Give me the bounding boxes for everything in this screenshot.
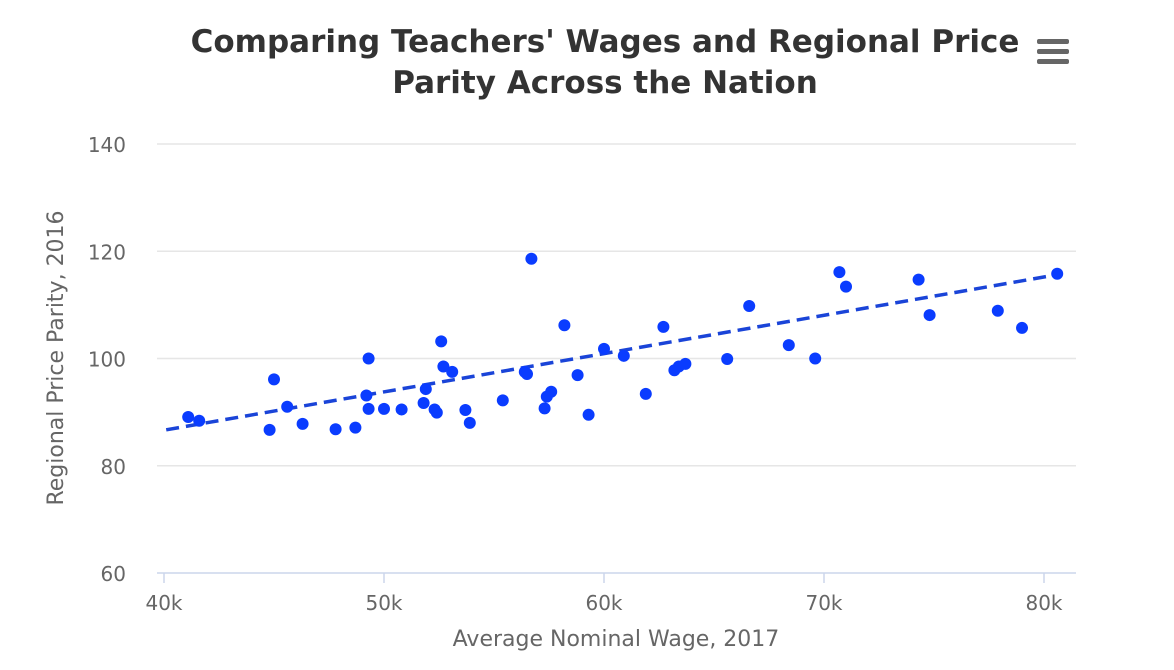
data-point[interactable] [360, 389, 373, 402]
data-point[interactable] [833, 266, 846, 279]
data-point[interactable] [268, 373, 280, 386]
data-point[interactable] [558, 319, 571, 332]
data-point[interactable] [657, 320, 670, 333]
data-point[interactable] [617, 349, 630, 362]
data-point[interactable] [912, 273, 925, 286]
data-point[interactable] [362, 352, 375, 365]
data-point[interactable] [446, 365, 459, 378]
x-tick-label: 80k [1025, 591, 1062, 615]
axes: 60 80 100 120 140 40k 50k 60k 70k 80k [88, 133, 1076, 615]
x-axis-label: Average Nominal Wage, 2017 [453, 627, 780, 652]
x-tick-label: 70k [805, 591, 842, 615]
chart-title: Comparing Teachers' Wages and Regional P… [90, 22, 1120, 104]
data-point[interactable] [721, 353, 734, 366]
data-point[interactable] [419, 383, 432, 396]
data-point[interactable] [395, 403, 408, 416]
data-point[interactable] [430, 406, 443, 419]
data-point[interactable] [281, 400, 294, 413]
trendline-group [165, 272, 1060, 432]
data-point[interactable] [182, 410, 195, 423]
data-point[interactable] [417, 397, 430, 410]
data-point[interactable] [349, 421, 362, 434]
y-tick-label: 60 [101, 562, 126, 586]
data-point[interactable] [362, 402, 375, 415]
data-point[interactable] [679, 357, 692, 370]
data-point[interactable] [571, 369, 584, 382]
chart-title-line-1: Comparing Teachers' Wages and Regional P… [190, 24, 1020, 60]
data-point[interactable] [296, 417, 309, 430]
data-point[interactable] [525, 252, 538, 265]
x-tick-label: 60k [585, 591, 622, 615]
data-point[interactable] [463, 416, 476, 429]
chart-title-line-2: Parity Across the Nation [392, 65, 818, 101]
y-tick-label: 80 [101, 455, 126, 479]
data-point[interactable] [743, 299, 756, 312]
data-point[interactable] [378, 402, 390, 415]
gridlines [157, 143, 1076, 467]
data-point[interactable] [521, 368, 533, 381]
data-points [182, 252, 1064, 436]
y-tick-label: 140 [88, 133, 126, 157]
data-point[interactable] [538, 402, 551, 415]
data-point[interactable] [545, 385, 558, 398]
x-tick-label: 50k [365, 591, 402, 615]
data-point[interactable] [840, 280, 852, 293]
data-point[interactable] [598, 342, 610, 355]
data-point[interactable] [459, 403, 472, 416]
trendline [165, 272, 1060, 432]
x-tick-label: 40k [145, 591, 182, 615]
data-point[interactable] [496, 394, 509, 407]
data-point[interactable] [991, 304, 1004, 317]
data-point[interactable] [329, 423, 342, 436]
data-point[interactable] [1016, 321, 1028, 334]
data-point[interactable] [809, 352, 822, 365]
y-tick-label: 100 [88, 348, 126, 372]
data-point[interactable] [435, 335, 448, 348]
chart-menu-button[interactable] [1033, 36, 1073, 68]
data-point[interactable] [193, 414, 206, 427]
data-point[interactable] [923, 309, 936, 322]
data-point[interactable] [437, 360, 450, 373]
y-axis-label: Regional Price Parity, 2016 [44, 210, 69, 505]
data-point[interactable] [582, 408, 595, 421]
data-point[interactable] [639, 387, 652, 400]
data-point[interactable] [782, 339, 795, 352]
y-tick-label: 120 [88, 240, 126, 264]
data-point[interactable] [1051, 267, 1064, 280]
data-point[interactable] [263, 423, 276, 436]
